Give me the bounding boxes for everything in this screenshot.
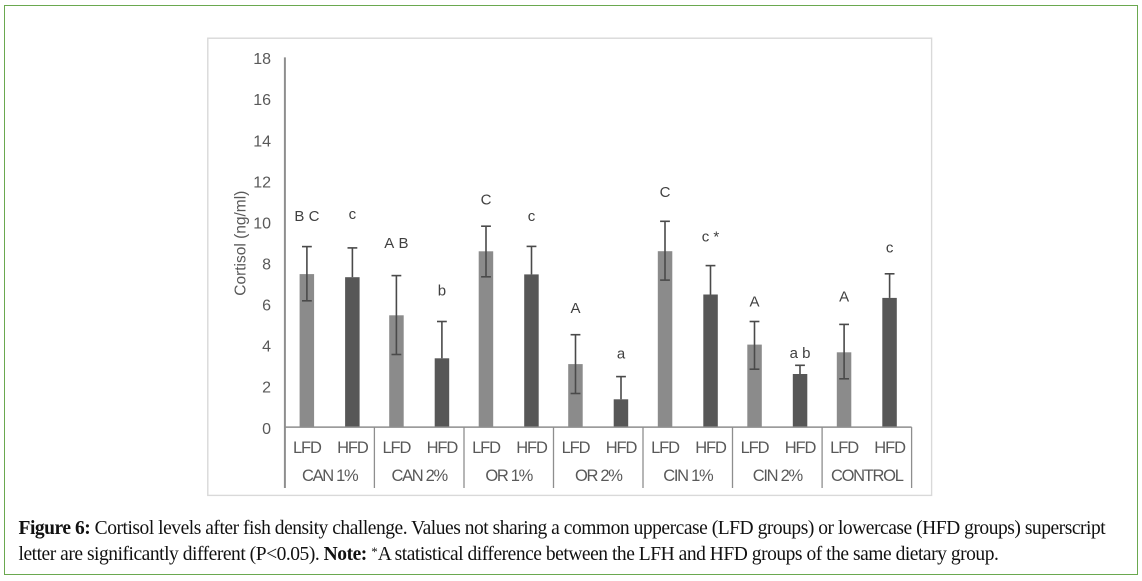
svg-text:LFD: LFD <box>472 439 501 457</box>
svg-text:CONTROL: CONTROL <box>831 467 904 485</box>
svg-text:14: 14 <box>253 133 271 150</box>
svg-text:16: 16 <box>253 92 271 109</box>
svg-text:LFD: LFD <box>741 439 770 457</box>
svg-text:A B: A B <box>384 235 408 252</box>
svg-text:A: A <box>839 289 849 306</box>
svg-text:HFD: HFD <box>427 439 459 457</box>
svg-text:C: C <box>660 184 671 201</box>
svg-text:c: c <box>349 206 357 223</box>
svg-text:12: 12 <box>253 174 271 191</box>
svg-text:2: 2 <box>262 380 271 397</box>
svg-text:10: 10 <box>253 216 271 233</box>
svg-text:LFD: LFD <box>562 439 591 457</box>
svg-text:LFD: LFD <box>293 439 322 457</box>
svg-text:HFD: HFD <box>516 439 548 457</box>
svg-text:c: c <box>886 240 894 257</box>
svg-text:4: 4 <box>262 339 271 356</box>
svg-text:OR 1%: OR 1% <box>485 467 533 485</box>
svg-text:LFD: LFD <box>830 439 859 457</box>
svg-text:HFD: HFD <box>785 439 817 457</box>
svg-text:B C: B C <box>294 208 319 225</box>
svg-text:0: 0 <box>262 421 271 438</box>
svg-text:c *: c * <box>702 229 720 246</box>
svg-text:b: b <box>438 282 446 299</box>
svg-text:6: 6 <box>262 298 271 315</box>
svg-text:Cortisol (ng/ml): Cortisol (ng/ml) <box>233 191 250 296</box>
svg-text:8: 8 <box>262 257 271 274</box>
svg-text:HFD: HFD <box>606 439 638 457</box>
svg-text:HFD: HFD <box>337 439 369 457</box>
svg-text:a: a <box>617 345 626 362</box>
svg-text:HFD: HFD <box>874 439 906 457</box>
svg-text:C: C <box>481 192 492 209</box>
svg-text:a b: a b <box>790 345 811 362</box>
svg-text:HFD: HFD <box>695 439 727 457</box>
svg-text:A: A <box>570 300 580 317</box>
svg-text:A: A <box>749 294 759 311</box>
svg-text:OR 2%: OR 2% <box>575 467 623 485</box>
svg-text:c: c <box>528 208 536 225</box>
svg-text:CAN 1%: CAN 1% <box>302 467 359 485</box>
svg-text:CIN 1%: CIN 1% <box>663 467 714 485</box>
svg-text:LFD: LFD <box>651 439 680 457</box>
svg-text:CAN 2%: CAN 2% <box>391 467 448 485</box>
svg-text:LFD: LFD <box>382 439 411 457</box>
svg-text:18: 18 <box>253 51 271 68</box>
svg-text:CIN 2%: CIN 2% <box>753 467 804 485</box>
